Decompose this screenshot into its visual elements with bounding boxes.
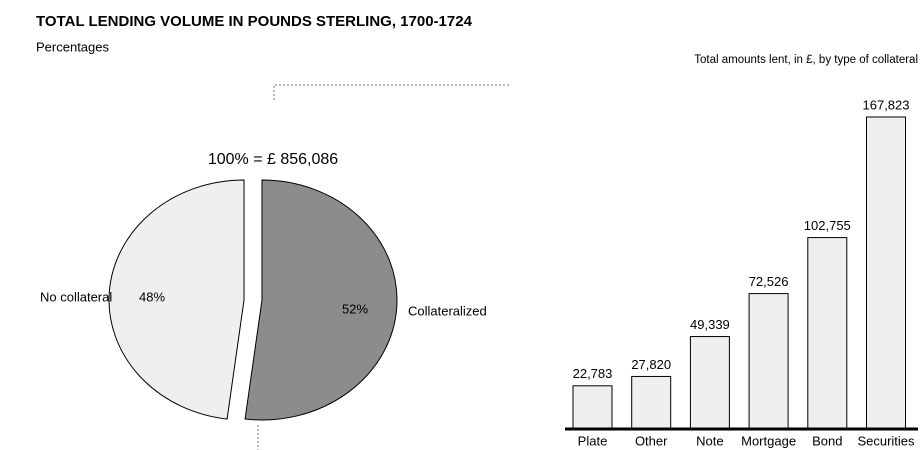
- legend-label: No collateral: [40, 289, 112, 304]
- x-tick-label: Securities: [857, 433, 915, 448]
- x-tick-label: Bond: [812, 433, 842, 448]
- legend-label: Collateralized: [408, 303, 487, 318]
- value-label: 102,755: [804, 218, 851, 233]
- bar: [748, 293, 789, 429]
- pie-slice: [244, 179, 398, 421]
- bar: [866, 116, 906, 429]
- chart-subtitle: Percentages: [36, 39, 109, 54]
- slice-label: 52%: [342, 301, 368, 316]
- value-label: 22,783: [573, 366, 613, 381]
- value-label: 27,820: [631, 357, 671, 372]
- connector: [273, 84, 510, 100]
- x-tick-label: Other: [635, 433, 668, 448]
- bar: [689, 336, 730, 429]
- value-label: 72,526: [749, 274, 789, 289]
- x-tick-label: Mortgage: [741, 433, 796, 448]
- value-label: 167,823: [863, 97, 910, 112]
- x-tick-label: Note: [696, 433, 723, 448]
- total-annotation: 100% = £ 856,086: [208, 151, 338, 168]
- bar: [631, 375, 672, 429]
- value-label: 49,339: [690, 317, 730, 332]
- bar: [807, 237, 848, 429]
- bar-title: Total amounts lent, in £, by type of col…: [694, 54, 918, 66]
- x-tick-label: Plate: [578, 433, 608, 448]
- bar: [572, 385, 613, 429]
- pie-slice: [108, 179, 245, 420]
- chart-title: TOTAL LENDING VOLUME IN POUNDS STERLING,…: [36, 13, 473, 30]
- slice-label: 48%: [139, 289, 165, 304]
